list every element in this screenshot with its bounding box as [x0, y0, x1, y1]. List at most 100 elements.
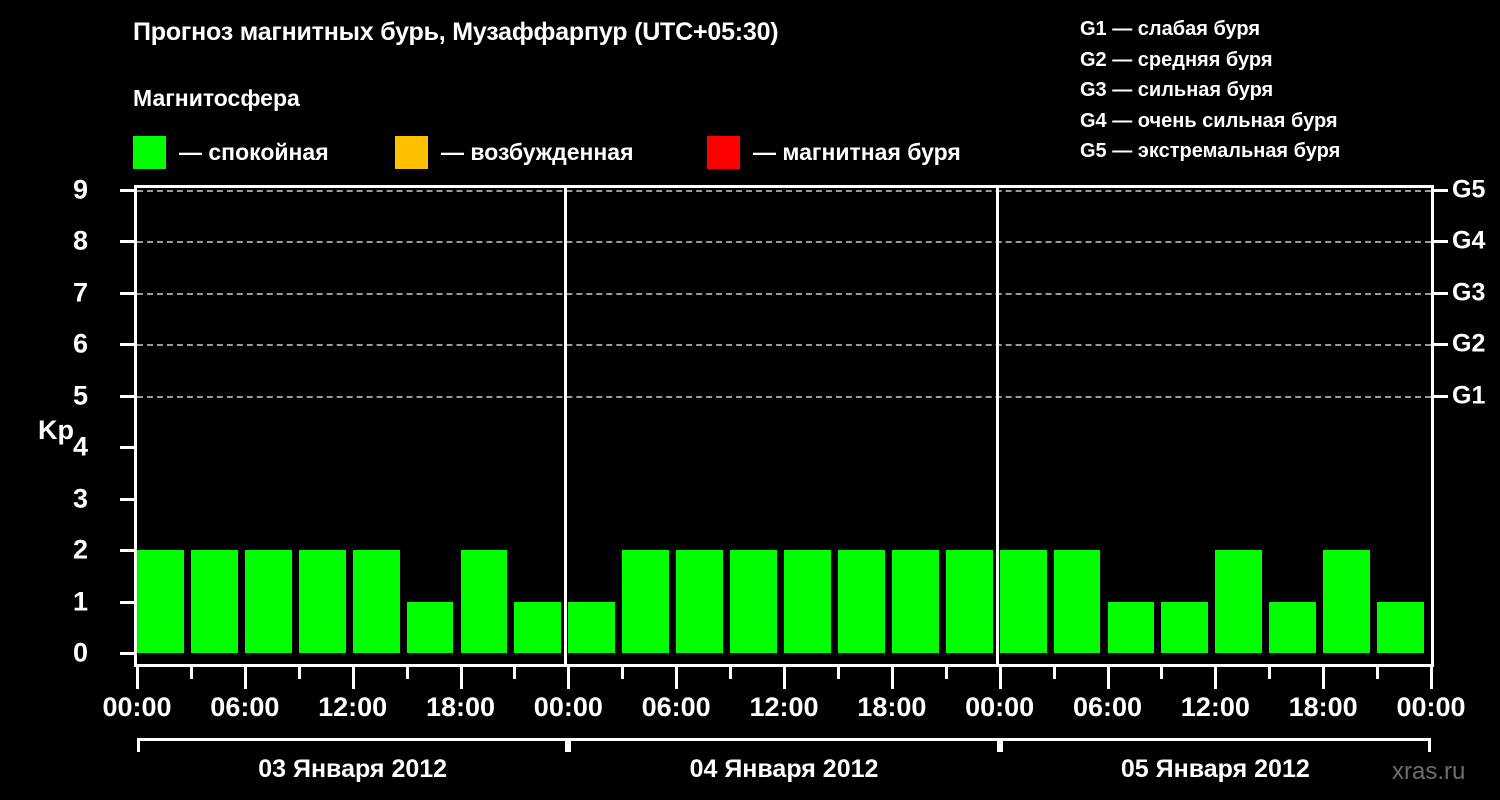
kp-bar [622, 550, 670, 653]
day-separator [995, 188, 999, 664]
kp-bar [137, 550, 184, 653]
kp-bar [1053, 550, 1101, 653]
legend-item-label: — возбужденная [441, 138, 634, 165]
g-axis-tick-mark [1434, 343, 1448, 346]
day-separator [564, 188, 568, 664]
x-axis-minor-tick [1376, 667, 1380, 679]
y-axis-label: Kp [38, 415, 74, 445]
date-bracket [137, 738, 569, 752]
x-axis-tick-label: 00:00 [533, 692, 603, 722]
x-axis-minor-tick [944, 667, 948, 679]
x-axis-tick-label: 06:00 [210, 692, 280, 722]
date-bracket [568, 738, 1000, 752]
legend-color-swatch [395, 135, 428, 169]
x-axis-minor-tick [1052, 667, 1056, 679]
x-axis-major-tick [1214, 667, 1218, 689]
x-axis-major-tick [998, 667, 1002, 689]
kp-bar [1107, 601, 1155, 653]
g-axis-tick-mark [1434, 394, 1448, 398]
kp-bar [244, 550, 292, 653]
y-axis-tick-mark [120, 497, 134, 501]
g-scale-legend-row: G2 — средняя буря [1080, 48, 1273, 71]
x-axis-major-tick [459, 667, 463, 689]
g-axis-tick-mark [1434, 188, 1448, 192]
g-scale-legend-row: G4 — очень сильная буря [1080, 109, 1338, 132]
y-axis-tick-mark [120, 188, 134, 192]
date-bracket [999, 738, 1431, 752]
kp-bar [406, 601, 454, 653]
g-axis-tick-label: G5 [1452, 175, 1486, 203]
y-axis-tick-mark [120, 291, 134, 295]
date-label: 04 Января 2012 [689, 755, 879, 783]
x-axis-major-tick [243, 667, 247, 689]
kp-bar [514, 601, 562, 653]
x-axis-tick-label: 18:00 [857, 692, 927, 722]
x-axis-minor-tick [1268, 667, 1272, 679]
x-axis-minor-tick [189, 667, 193, 679]
y-axis-tick-label: 9 [72, 174, 88, 204]
x-axis-tick-label: 06:00 [641, 692, 711, 722]
kp-bar [730, 550, 777, 653]
x-axis-major-tick [783, 667, 786, 689]
kp-bar [784, 550, 831, 653]
y-axis-tick-label: 2 [72, 534, 88, 565]
kp-bar [676, 550, 724, 653]
g-axis-tick-mark [1434, 240, 1448, 243]
x-axis-tick-label: 00:00 [102, 692, 172, 722]
x-axis-minor-tick [621, 667, 625, 679]
x-axis-tick-label: 18:00 [1288, 692, 1358, 722]
y-axis-tick-label: 8 [72, 225, 88, 256]
g-axis-tick-mark [1434, 291, 1448, 295]
plot-area [134, 185, 1434, 667]
y-axis-tick-label: 6 [72, 328, 88, 359]
kp-bar [1161, 601, 1209, 653]
gridline [137, 241, 1431, 243]
gridline [137, 292, 1431, 295]
x-axis-tick-label: 00:00 [1396, 692, 1466, 722]
x-axis-minor-tick [405, 667, 409, 679]
kp-bar [460, 550, 508, 653]
x-axis-minor-tick [836, 667, 840, 679]
x-axis-tick-label: 18:00 [425, 692, 496, 722]
legend-item-label: — магнитная буря [753, 138, 961, 165]
y-axis-tick-mark [120, 394, 134, 398]
y-axis-tick-label: 0 [72, 637, 88, 668]
x-axis-major-tick [1430, 667, 1433, 689]
magnetosphere-legend-item: — спокойная [133, 134, 329, 170]
x-axis-tick-label: 12:00 [1180, 692, 1250, 722]
kp-bar [298, 550, 346, 653]
magnetosphere-legend: — спокойная — возбужденная — магнитная бур… [133, 134, 1033, 170]
magnetosphere-legend-item: — возбужденная [395, 134, 634, 170]
kp-bar [1323, 550, 1371, 653]
x-axis-major-tick [1322, 667, 1326, 689]
watermark: xras.ru [1392, 758, 1466, 785]
y-axis-tick-mark [120, 549, 134, 552]
legend-item-label: — спокойная [179, 138, 329, 165]
g-axis-tick-label: G1 [1452, 381, 1486, 409]
x-axis-minor-tick [1160, 667, 1164, 679]
gridline [137, 344, 1431, 346]
magnetosphere-legend-item: — магнитная буря [707, 134, 961, 170]
legend-color-swatch [133, 135, 166, 169]
kp-bar [1269, 601, 1317, 653]
y-axis-tick-label: 3 [72, 483, 88, 513]
y-axis-tick-label: 4 [72, 431, 88, 462]
kp-bar [1377, 601, 1424, 653]
date-label: 03 Января 2012 [258, 755, 448, 783]
x-axis-tick-label: 00:00 [965, 692, 1035, 722]
magnetosphere-heading: Магнитосфера [133, 85, 300, 111]
g-scale-legend-row: G5 — экстремальная буря [1080, 140, 1341, 162]
g-axis-tick-label: G2 [1452, 329, 1486, 358]
kp-bar [891, 550, 939, 653]
x-axis-major-tick [1106, 667, 1110, 689]
x-axis-major-tick [890, 667, 894, 689]
page-title: Прогноз магнитных бурь, Музаффарпур (UTC… [133, 18, 779, 46]
legend-color-swatch [707, 135, 740, 169]
x-axis-tick-label: 12:00 [749, 692, 819, 722]
kp-bar [568, 601, 616, 653]
g-scale-legend-row: G3 — сильная буря [1080, 79, 1274, 101]
y-axis-tick-mark [120, 600, 134, 604]
g-axis-tick-label: G4 [1452, 226, 1486, 255]
y-axis-tick-label: 5 [72, 380, 88, 410]
